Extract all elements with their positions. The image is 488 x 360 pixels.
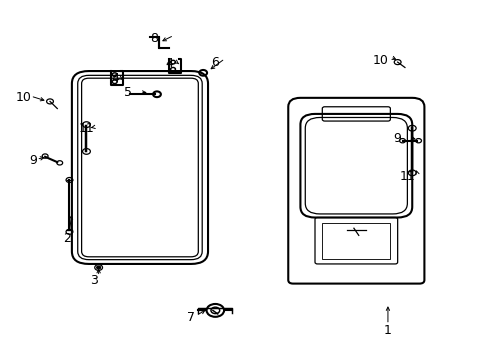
Text: 6: 6 <box>211 55 219 69</box>
Text: 5: 5 <box>123 86 132 99</box>
Circle shape <box>97 266 101 269</box>
Text: 2: 2 <box>63 233 71 246</box>
Text: 3: 3 <box>90 274 98 287</box>
Text: 9: 9 <box>29 154 37 167</box>
Text: 8: 8 <box>150 32 158 45</box>
Text: 9: 9 <box>393 132 401 145</box>
Text: 7: 7 <box>186 311 195 324</box>
Text: 4: 4 <box>165 57 173 71</box>
Text: 1: 1 <box>383 324 391 337</box>
Text: 10: 10 <box>15 91 31 104</box>
Text: 11: 11 <box>399 170 414 183</box>
Text: 10: 10 <box>372 54 388 67</box>
Text: 11: 11 <box>79 122 94 135</box>
Text: 4: 4 <box>111 72 120 85</box>
Bar <box>322 223 389 258</box>
